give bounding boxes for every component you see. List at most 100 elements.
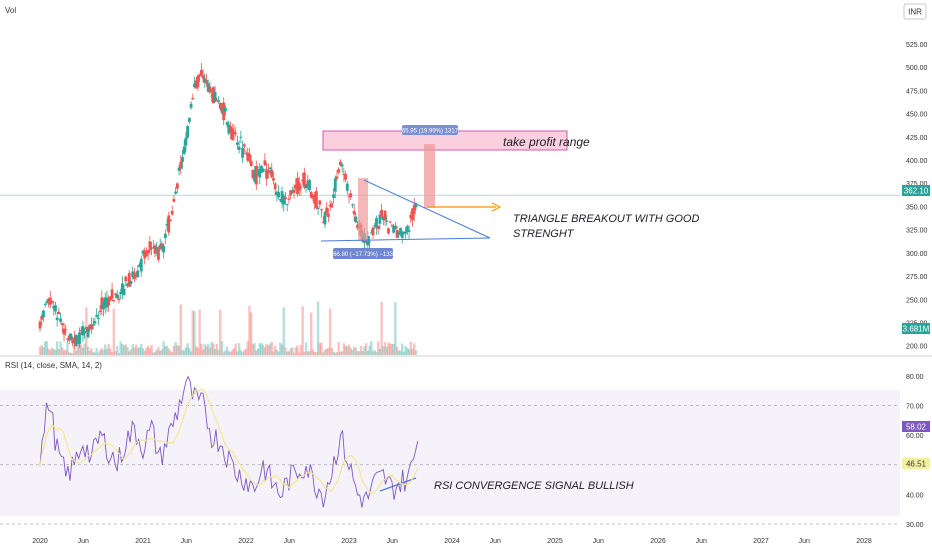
volume-bar bbox=[352, 346, 356, 355]
volume-bar bbox=[409, 341, 412, 355]
candle-body bbox=[179, 161, 183, 169]
volume-bar bbox=[404, 346, 407, 355]
volume-bar bbox=[179, 304, 182, 355]
measure-down-text: −66.80 (−17.73%) −1336 bbox=[330, 252, 397, 258]
volume-bar bbox=[368, 345, 371, 355]
volume-bar bbox=[88, 350, 91, 355]
volume-bar bbox=[93, 352, 97, 355]
currency-button[interactable] bbox=[903, 3, 927, 20]
candle-body bbox=[266, 170, 270, 174]
candle-body bbox=[297, 182, 301, 191]
candle-body bbox=[304, 184, 308, 189]
volume-bar bbox=[167, 348, 170, 355]
rsi-sma-badge-text: 46.51 bbox=[906, 460, 927, 469]
candle-body bbox=[98, 310, 102, 313]
volume-bar bbox=[339, 351, 342, 355]
candle-body bbox=[383, 210, 387, 221]
volume-bar bbox=[299, 345, 303, 355]
candle-body bbox=[400, 233, 404, 238]
volume-bar bbox=[260, 343, 263, 355]
candle-body bbox=[332, 194, 335, 198]
candle-body bbox=[76, 338, 80, 340]
volume-bar bbox=[119, 341, 122, 355]
volume-bar bbox=[298, 352, 301, 355]
volume-bar bbox=[315, 352, 318, 355]
volume-bar bbox=[203, 344, 206, 355]
volume-bar bbox=[109, 348, 112, 355]
volume-bar bbox=[80, 344, 83, 355]
volume-bar bbox=[284, 347, 287, 355]
volume-bar bbox=[334, 352, 337, 355]
volume-bar bbox=[287, 351, 291, 355]
volume-bar bbox=[69, 352, 73, 355]
candle-body bbox=[412, 204, 416, 215]
volume-bar bbox=[366, 350, 370, 355]
candle-body bbox=[150, 247, 153, 249]
candle-body bbox=[206, 83, 210, 92]
candle-body bbox=[84, 326, 88, 330]
time-tick: Jun bbox=[387, 538, 398, 545]
candle-body bbox=[311, 195, 315, 199]
candle-body bbox=[261, 169, 265, 173]
measure-down-range[interactable] bbox=[358, 178, 368, 241]
time-tick: 2026 bbox=[650, 538, 666, 545]
time-tick: Jun bbox=[181, 538, 192, 545]
candle-body bbox=[239, 136, 243, 138]
candle-body bbox=[349, 193, 353, 198]
candle-body bbox=[309, 192, 313, 198]
last-price-badge bbox=[902, 185, 930, 196]
candle-body bbox=[308, 180, 311, 191]
candle-body bbox=[131, 271, 135, 278]
volume-bar bbox=[155, 349, 158, 355]
candle-body bbox=[351, 204, 354, 206]
candle-body bbox=[69, 333, 73, 340]
candle-body bbox=[230, 128, 234, 140]
triangle-upper-line[interactable] bbox=[363, 179, 491, 239]
candle-body bbox=[93, 321, 97, 324]
volume-bar bbox=[328, 308, 332, 355]
candle-body bbox=[390, 224, 394, 226]
candle-body bbox=[237, 146, 241, 150]
volume-bar bbox=[306, 351, 309, 355]
candle-body bbox=[47, 298, 50, 302]
price-tick: 200.00 bbox=[906, 344, 928, 351]
volume-bar bbox=[38, 346, 42, 355]
candle-body bbox=[399, 227, 402, 234]
candle-body bbox=[95, 314, 99, 317]
volume-bar bbox=[303, 351, 306, 355]
candle-body bbox=[217, 100, 220, 102]
candle-body bbox=[414, 203, 418, 208]
candle-body bbox=[157, 247, 160, 260]
candle-body bbox=[74, 334, 78, 347]
candle-body bbox=[375, 218, 378, 228]
candle-body bbox=[290, 190, 294, 193]
candle-body bbox=[48, 297, 52, 305]
candle-body bbox=[45, 301, 49, 304]
volume-bar bbox=[359, 345, 363, 355]
candle-body bbox=[155, 247, 159, 249]
candle-body bbox=[236, 142, 239, 145]
candle-body bbox=[352, 210, 356, 215]
candle-body bbox=[146, 250, 150, 253]
volume-badge-text: 3.681M bbox=[903, 325, 930, 334]
candle-body bbox=[64, 329, 68, 331]
candle-body bbox=[59, 318, 62, 322]
rsi-sma-badge bbox=[902, 458, 930, 469]
candle-body bbox=[364, 240, 368, 242]
price-tick: 300.00 bbox=[906, 251, 928, 258]
candle-body bbox=[100, 297, 104, 310]
candle-body bbox=[342, 173, 346, 175]
triangle-lower-line[interactable] bbox=[320, 237, 491, 242]
candle-body bbox=[145, 252, 148, 257]
price-tick: 325.00 bbox=[906, 228, 928, 235]
candle-body bbox=[333, 178, 337, 192]
rsi-title: RSI (14, close, SMA, 14, 2) bbox=[5, 361, 102, 370]
volume-bar bbox=[105, 348, 109, 355]
volume-bar bbox=[50, 347, 54, 355]
measure-up-range[interactable] bbox=[424, 144, 435, 208]
volume-bar bbox=[207, 343, 210, 355]
candle-body bbox=[114, 293, 117, 295]
volume-bar bbox=[133, 347, 136, 355]
candle-body bbox=[287, 198, 291, 200]
